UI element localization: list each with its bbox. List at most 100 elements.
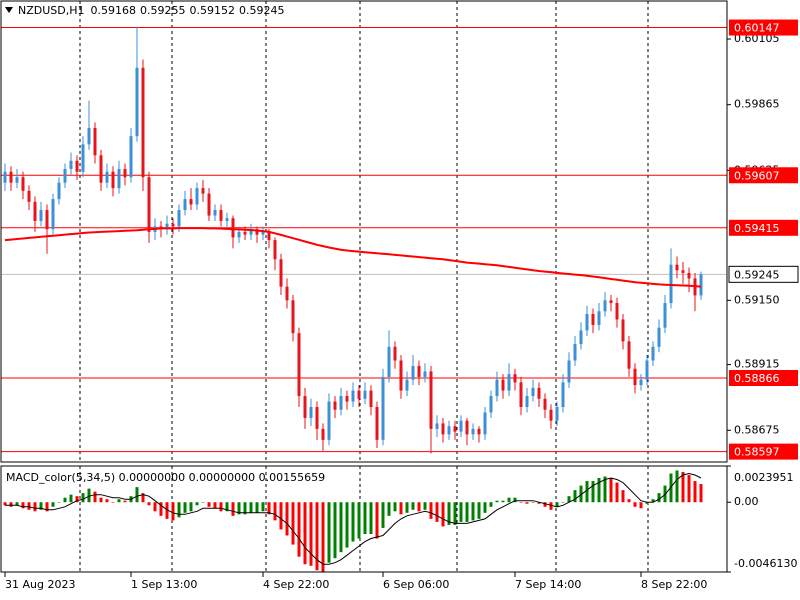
candle-body [669,264,673,304]
candle-body [351,390,355,402]
candle-body [297,333,301,397]
candle-body [189,199,193,205]
macd-bar [597,478,601,503]
macd-bar [585,481,589,503]
candle-body [27,190,31,202]
candle-body [495,379,499,397]
candle-body [279,259,283,287]
macd-bar [507,497,511,503]
header-open: 0.59168 [91,4,137,17]
macd-bar [45,502,49,512]
candle-body [561,382,565,408]
macd-bar [441,502,445,527]
macd-bar [633,502,637,507]
candle-body [381,376,385,440]
level-label-box [729,370,798,387]
macd-bar [453,502,457,525]
candle-body [309,407,313,418]
candle-body [249,229,253,235]
candle-body [261,231,265,235]
macd-bar [171,502,175,521]
macd-bar [213,502,217,509]
macd-bar [9,502,13,507]
macd-bar [645,502,649,504]
macd-bar [495,500,499,503]
candle-body [615,303,619,320]
candle-body [273,240,277,260]
candle-body [477,428,481,435]
candle-body [405,379,409,391]
macd-bar [591,481,595,503]
macd-bar [15,502,19,506]
candle-body [117,168,121,189]
macd-bar [699,484,703,503]
candle-body [585,313,589,331]
candle-body [651,346,655,361]
y-tick-label: 0.58675 [734,423,780,436]
macd-signal-line [5,472,702,565]
macd-bar [345,502,349,548]
candle-body [141,67,145,178]
macd-bar [405,502,409,513]
candle-body [147,177,151,232]
menu-triangle[interactable] [5,7,13,13]
macd-bar [123,500,127,503]
macd-bar [267,502,271,515]
macd-bar [519,502,523,503]
candle-body [591,313,595,325]
macd-bar [369,502,373,534]
macd-bar [57,502,61,503]
candle-body [129,136,133,178]
macd-bar [537,502,541,504]
macd-bar [33,502,37,512]
macd-bar [195,502,199,506]
macd-bar [357,502,361,539]
candle-body [519,382,523,408]
macd-bar [183,502,187,513]
candle-body [81,144,85,172]
macd-bar [675,470,679,503]
macd-bar [423,502,427,510]
macd-bar [309,502,313,566]
candle-body [225,218,229,221]
level-label: 0.60147 [734,22,780,35]
macd-bar [63,497,67,503]
macd-bar [567,496,571,503]
candle-body [489,396,493,413]
candle-body [339,396,343,410]
candle-body [699,274,703,296]
candle-body [369,390,373,408]
candle-body [555,407,559,421]
macd-bar [501,500,505,503]
candle-body [387,346,391,377]
macd-bar [87,488,91,503]
candle-body [33,201,37,221]
candle-body [429,371,433,429]
candle-body [465,420,469,435]
level-label: 0.58597 [734,446,780,459]
macd-bar [81,493,85,503]
candle-body [531,387,535,397]
macd-bar [489,502,493,507]
macd-bar [111,502,115,503]
macd-bar [435,502,439,522]
chart-header: NZDUSD,H1 0.59168 0.59255 0.59152 0.59245 [18,4,285,17]
macd-bar [465,502,469,522]
candle-body [357,390,361,399]
macd-bar [165,502,169,519]
macd-bar [51,502,55,507]
macd-bar [27,502,31,510]
y-tick-label: 0.59865 [734,98,780,111]
candle-body [303,396,307,418]
level-label: 0.58866 [734,372,780,385]
macd-bar [477,502,481,519]
candle-body [3,171,7,183]
candle-body [135,67,139,137]
candle-body [45,210,49,230]
macd-bar [105,499,109,503]
macd-bar [549,502,553,510]
macd-bar [285,502,289,536]
macd-bar [75,496,79,503]
x-tick-label: 6 Sep 06:00 [383,578,449,591]
